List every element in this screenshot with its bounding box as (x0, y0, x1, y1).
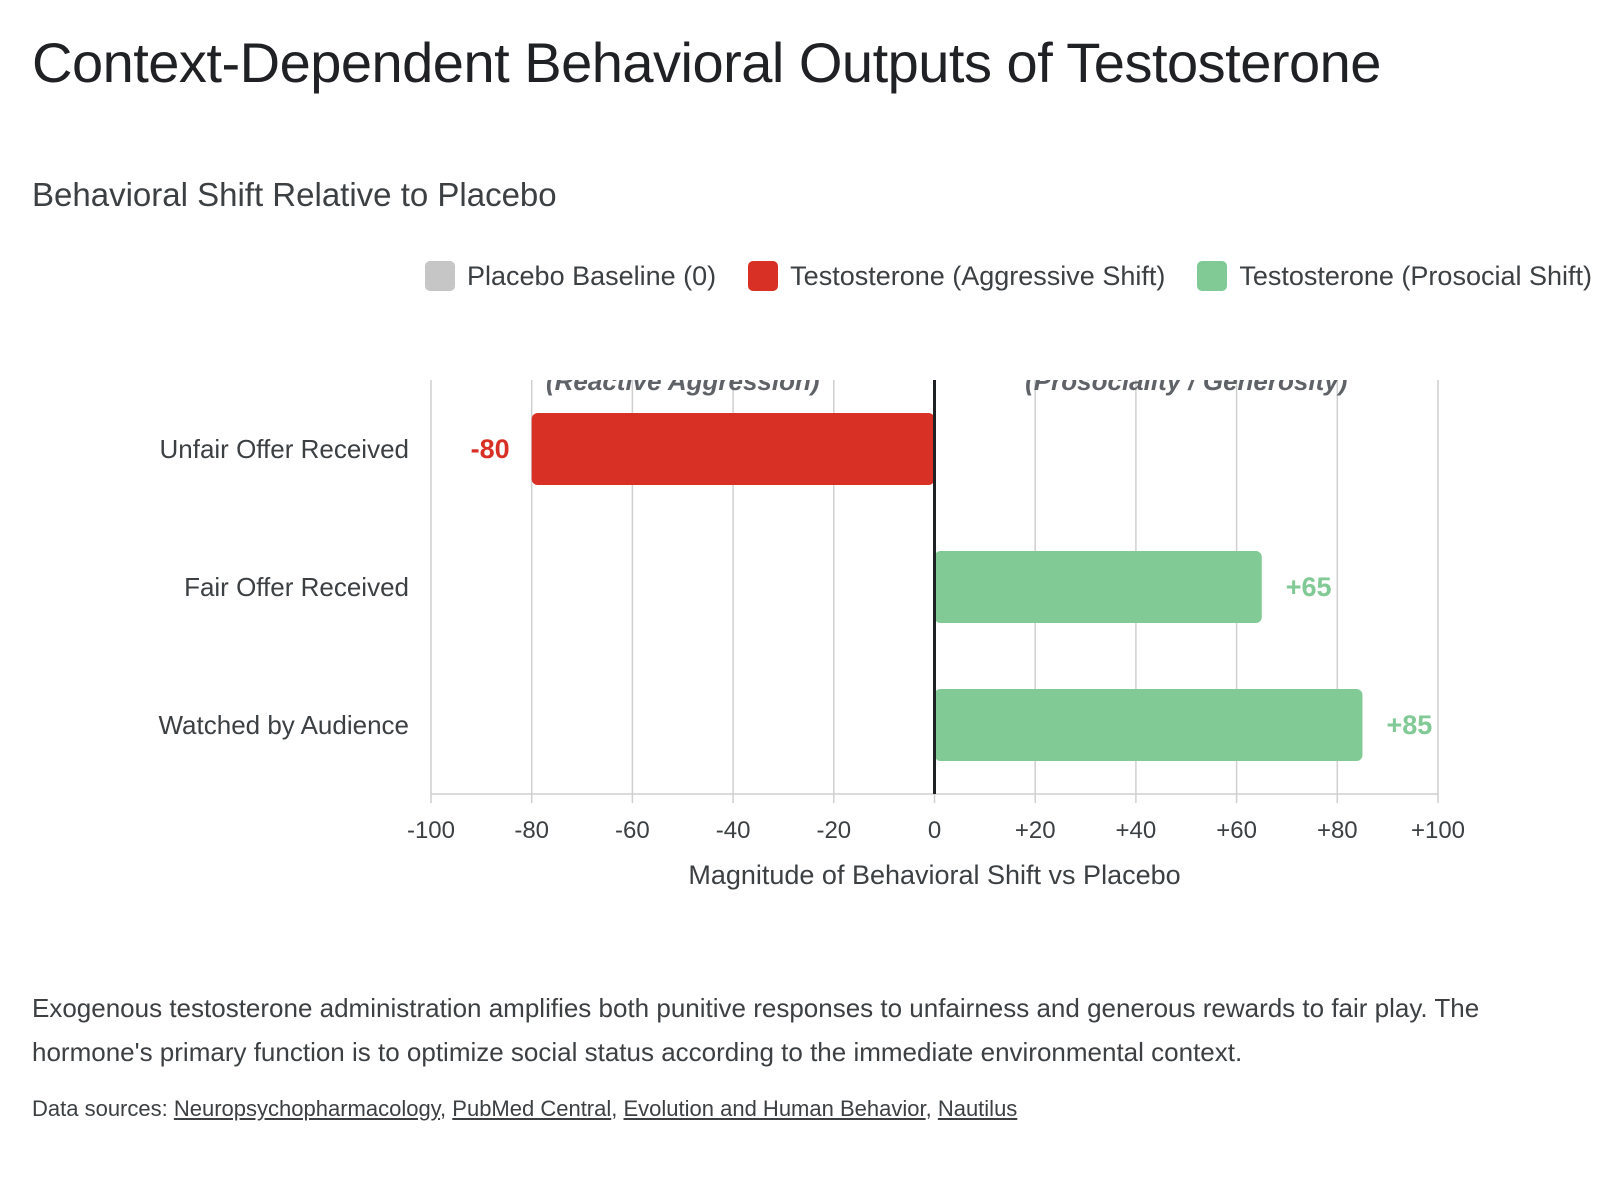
bar-watched-by-audience (934, 689, 1363, 761)
value-label-watched-by-audience: +85 (1386, 710, 1432, 740)
value-label-unfair-offer-received: -80 (471, 434, 510, 464)
x-tick-label-0: -100 (407, 817, 455, 844)
x-axis-title: Magnitude of Behavioral Shift vs Placebo (688, 860, 1180, 890)
bar-fair-offer-received (934, 551, 1262, 623)
source-link-evolution-human-behavior[interactable]: Evolution and Human Behavior (623, 1096, 926, 1121)
legend-label-prosocial: Testosterone (Prosocial Shift) (1239, 260, 1592, 291)
bar-chart: (Reactive Aggression) (Prosociality / Gen… (158, 366, 1465, 890)
x-tick-label-3: -40 (716, 817, 751, 844)
sources-label: Data sources: (32, 1096, 168, 1121)
x-tick-label-8: +60 (1216, 817, 1257, 844)
x-tick-label-4: -20 (816, 817, 851, 844)
data-sources: Data sources: Neuropsychopharmacology, P… (32, 1096, 1018, 1121)
legend-swatch-placebo (425, 261, 456, 291)
legend-item-aggressive[interactable]: Testosterone (Aggressive Shift) (748, 261, 1165, 292)
x-tick-label-10: +100 (1411, 817, 1465, 844)
x-tick-label-6: +20 (1015, 817, 1056, 844)
x-tick-label-1: -80 (514, 817, 549, 844)
legend: Placebo Baseline (0) Testosterone (Aggre… (20, 258, 1600, 294)
legend-label-aggressive: Testosterone (Aggressive Shift) (790, 260, 1166, 291)
bar-unfair-offer-received (531, 413, 935, 485)
chart-title: Context-Dependent Behavioral Outputs of … (32, 31, 1381, 94)
legend-label-placebo: Placebo Baseline (0) (467, 260, 717, 291)
source-link-neuropsychopharmacology[interactable]: Neuropsychopharmacology (173, 1096, 441, 1121)
x-tick-label-7: +40 (1116, 817, 1157, 844)
legend-swatch-aggressive (748, 261, 779, 291)
x-tick-label-5: 0 (928, 817, 941, 844)
x-tick-label-9: +80 (1317, 817, 1358, 844)
source-link-pubmed-central[interactable]: PubMed Central (452, 1096, 612, 1121)
legend-swatch-prosocial (1197, 261, 1228, 291)
legend-item-placebo[interactable]: Placebo Baseline (0) (425, 261, 716, 292)
region-label-positive: (Prosociality / Generosity) (1025, 366, 1347, 396)
category-label-unfair-offer-received: Unfair Offer Received (159, 434, 409, 464)
legend-item-prosocial[interactable]: Testosterone (Prosocial Shift) (1197, 261, 1592, 292)
chart-description: Exogenous testosterone administration am… (32, 993, 1480, 1067)
region-label-negative: (Reactive Aggression) (546, 366, 820, 396)
x-tick-label-2: -60 (615, 817, 650, 844)
value-label-fair-offer-received: +65 (1286, 572, 1332, 602)
chart-subtitle: Behavioral Shift Relative to Placebo (32, 176, 557, 213)
source-link-nautilus[interactable]: Nautilus (937, 1096, 1018, 1121)
category-label-fair-offer-received: Fair Offer Received (184, 572, 409, 602)
category-label-watched-by-audience: Watched by Audience (158, 710, 409, 740)
